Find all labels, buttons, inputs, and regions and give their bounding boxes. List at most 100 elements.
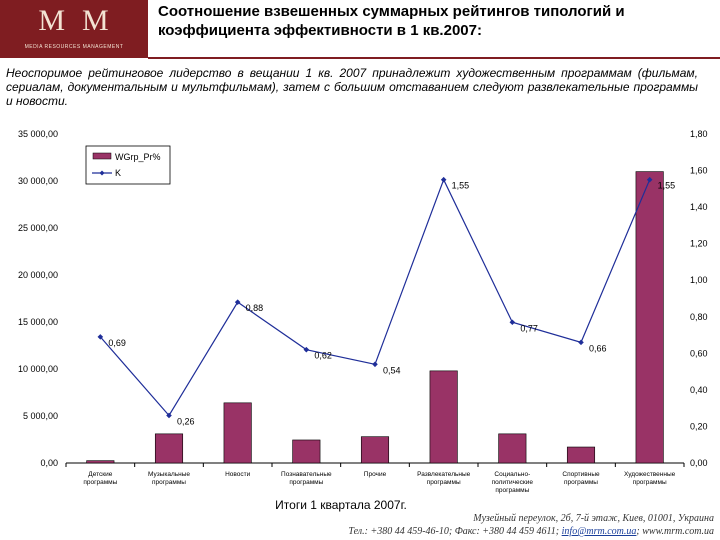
bar xyxy=(154,433,184,464)
y-right-tick-label: 0,00 xyxy=(690,458,708,468)
point-label: 1,55 xyxy=(658,181,676,191)
footer-address: Музейный переулок, 2б, 7-й этаж, Киев, 0… xyxy=(473,513,714,524)
category-label: Художественные программы xyxy=(624,471,676,486)
category-label-line: Детские xyxy=(88,471,112,478)
category-label-line: программы xyxy=(564,479,598,486)
point-label: 0,54 xyxy=(383,365,401,375)
k-point xyxy=(509,319,516,326)
point-label: 0,66 xyxy=(589,343,607,353)
y-left-tick-label: 0,00 xyxy=(40,458,58,468)
k-point xyxy=(97,334,104,340)
k-point xyxy=(440,176,447,183)
category-label-line: программы xyxy=(289,479,323,486)
bar xyxy=(292,439,321,464)
legend: WGrp_Pr% K xyxy=(85,145,171,185)
y-right-tick-label: 0,60 xyxy=(690,348,708,358)
left-axis-labels: 0,00 5 000,00 10 000,00 15 000,00 20 000,00 2… xyxy=(18,129,58,468)
k-point xyxy=(578,339,584,346)
y-left-tick-label: 5 000,00 xyxy=(23,411,58,421)
point-label: 1,55 xyxy=(452,181,470,191)
y-right-tick-label: 1,80 xyxy=(690,129,708,139)
category-label-line: программы xyxy=(152,479,186,486)
category-label-line: Художественные xyxy=(624,471,676,478)
k-point xyxy=(646,176,653,183)
intro-text: Неоспоримое рейтинговое лидерство в веща… xyxy=(6,66,698,108)
y-right-tick-label: 0,20 xyxy=(690,421,708,431)
category-label-line: программы xyxy=(427,479,461,486)
category-label-line: Развлекательные xyxy=(417,471,471,478)
point-label: 0,77 xyxy=(520,323,538,333)
y-left-tick-label: 35 000,00 xyxy=(18,129,58,139)
line-series xyxy=(97,176,653,419)
bar xyxy=(223,402,252,464)
point-label: 0,88 xyxy=(246,303,264,313)
category-label: Прочие xyxy=(364,471,387,478)
y-left-tick-label: 25 000,00 xyxy=(18,223,58,233)
bar xyxy=(360,436,390,464)
footer-phone-fax: Тел.: +380 44 459-46-10; Факс: +380 44 4… xyxy=(348,526,562,537)
category-label-line: Новости xyxy=(225,471,251,478)
y-left-tick-label: 30 000,00 xyxy=(18,176,58,186)
y-left-tick-label: 10 000,00 xyxy=(18,364,58,374)
k-point xyxy=(303,346,310,353)
bar xyxy=(635,171,664,464)
category-label: Музыкальные программы xyxy=(148,471,190,486)
category-label-line: программы xyxy=(633,479,667,486)
category-label-line: Музыкальные xyxy=(148,471,190,478)
y-right-tick-label: 0,80 xyxy=(690,312,708,322)
logo: M M MEDIA RESOURCES MANAGEMENT xyxy=(0,0,148,58)
x-axis-ticks xyxy=(65,463,685,467)
k-point xyxy=(166,412,172,419)
footer-contacts: Тел.: +380 44 459-46-10; Факс: +380 44 4… xyxy=(348,526,714,537)
bar xyxy=(86,460,115,464)
page-title: Соотношение взвешенных суммарных рейтинг… xyxy=(158,2,698,40)
bar xyxy=(566,446,596,464)
k-point xyxy=(234,299,241,305)
y-left-tick-label: 20 000,00 xyxy=(18,270,58,280)
y-right-tick-label: 1,20 xyxy=(690,239,708,249)
point-label: 0,26 xyxy=(177,416,195,426)
category-label: Социально-политические программы xyxy=(492,471,534,494)
category-label-line: Познавательные xyxy=(281,471,332,478)
logo-subtitle: MEDIA RESOURCES MANAGEMENT xyxy=(24,44,124,50)
category-label: Новости xyxy=(225,471,251,478)
category-label-line: политические xyxy=(492,479,534,486)
footer-website: ; www.mrm.com.ua xyxy=(636,526,714,537)
footer-email-link[interactable]: info@mrm.com.ua xyxy=(561,526,637,537)
bar-series xyxy=(86,171,664,464)
category-label: Детские программы xyxy=(83,471,117,486)
point-label: 0,69 xyxy=(108,338,126,348)
category-label-line: Социально- xyxy=(494,471,530,478)
category-label-line: Спортивные xyxy=(562,471,600,478)
bar xyxy=(429,370,458,464)
legend-line-marker xyxy=(99,170,105,176)
bar xyxy=(498,433,527,464)
category-label-line: программы xyxy=(495,487,529,494)
category-label-line: программы xyxy=(83,479,117,486)
point-labels: 0,69 0,26 0,88 0,62 0,54 1,55 0,77 0,66 1,55 xyxy=(108,181,675,427)
y-right-tick-label: 1,60 xyxy=(690,166,708,176)
y-right-tick-label: 1,00 xyxy=(690,275,708,285)
point-label: 0,62 xyxy=(314,351,332,361)
page-title-line-2: коэффициента эффективности в 1 кв.2007: xyxy=(158,22,482,39)
category-label: Познавательные программы xyxy=(281,471,332,486)
k-line xyxy=(99,178,651,417)
category-label: Развлекательные программы xyxy=(417,471,471,486)
logo-mark: M M xyxy=(38,4,110,37)
legend-bar-label: WGrp_Pr% xyxy=(115,152,161,162)
category-label-line: Прочие xyxy=(364,471,387,478)
page-title-line-1: Соотношение взвешенных суммарных рейтинг… xyxy=(158,3,625,20)
k-point xyxy=(372,361,378,368)
legend-line-label: K xyxy=(115,168,121,178)
y-left-tick-label: 15 000,00 xyxy=(18,317,58,327)
x-axis-title: Итоги 1 квартала 2007г. xyxy=(275,498,407,512)
y-right-tick-label: 0,40 xyxy=(690,385,708,395)
legend-bar-swatch xyxy=(92,152,112,160)
header-divider xyxy=(148,57,720,59)
y-right-tick-label: 1,40 xyxy=(690,202,708,212)
legend-box xyxy=(85,145,171,185)
category-label: Спортивные программы xyxy=(562,471,600,486)
right-axis-labels: 0,00 0,20 0,40 0,60 0,80 1,00 1,20 1,40 1,60 1,80 xyxy=(690,129,708,468)
